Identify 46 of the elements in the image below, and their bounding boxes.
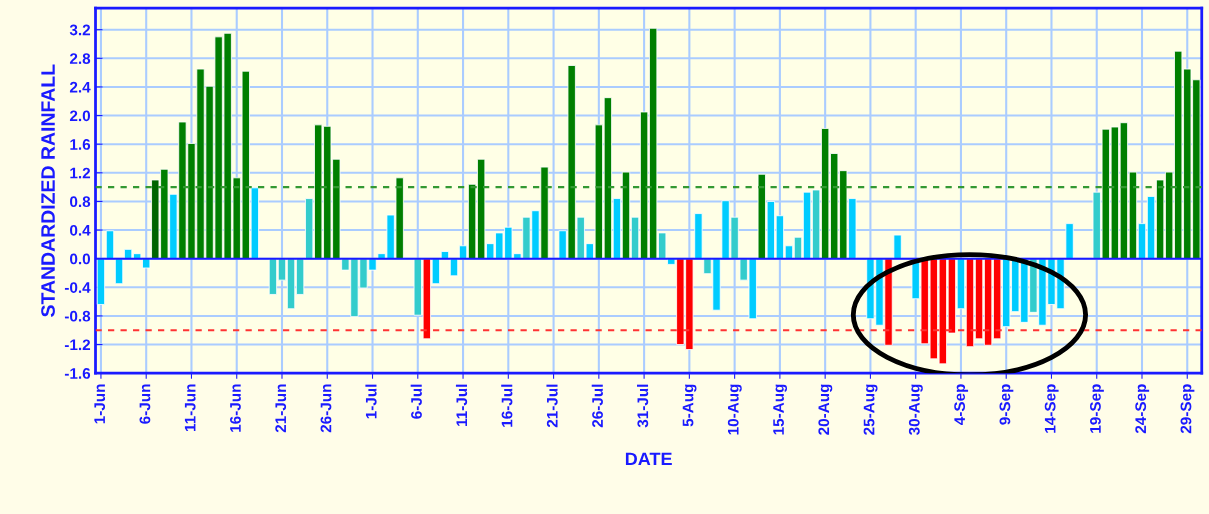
x-tick-label: 1-Jul	[365, 384, 377, 419]
y-tick-label: 3.2	[69, 24, 91, 36]
y-tick-label: 2.0	[69, 110, 91, 122]
x-tick-label: 20-Aug	[818, 384, 833, 435]
x-tick-label: 16-Jun	[230, 384, 241, 432]
y-tick-label: 0.4	[70, 224, 91, 236]
bar	[114, 258, 124, 285]
x-tick-label: 31-Jul	[636, 384, 649, 428]
x-tick-label: 10-Aug	[727, 384, 742, 435]
x-tick-label: 11-Jul	[455, 384, 468, 426]
x-axis-title: DATE	[625, 452, 672, 466]
y-tick-label: -1.6	[64, 368, 91, 379]
x-tick-label: 15-Aug	[773, 384, 788, 435]
bar	[893, 234, 902, 260]
bar	[96, 258, 106, 305]
x-tick-label: 19-Sep	[1090, 384, 1104, 433]
y-tick-label: -0.8	[64, 310, 91, 322]
x-tick-label: 4-Sep	[954, 384, 969, 425]
x-tick-label: 30-Aug	[908, 384, 923, 435]
x-tick-label: 14-Sep	[1044, 384, 1059, 433]
y-tick-label: 0.8	[70, 196, 91, 208]
y-axis-title: STANDARDIZED RAINFALL	[41, 64, 55, 317]
bar	[105, 230, 115, 260]
x-tick-label: 29-Sep	[1180, 384, 1195, 434]
bar	[1065, 223, 1074, 260]
x-tick-label: 5-Aug	[682, 384, 697, 427]
y-tick-label: -0.4	[64, 282, 91, 293]
x-tick-label: 26-Jun	[320, 384, 332, 433]
x-tick-label: 6-Jun	[139, 384, 151, 424]
y-tick-label: 1.6	[70, 139, 91, 150]
x-tick-label: 16-Jul	[501, 384, 513, 427]
x-tick-label: 25-Aug	[863, 384, 878, 435]
y-tick-label: 1.2	[70, 167, 91, 179]
y-tick-label: 0.0	[70, 253, 91, 265]
x-tick-label: 6-Jul	[410, 384, 422, 419]
x-tick-label: 21-Jul	[546, 384, 558, 428]
y-tick-label: -1.2	[64, 339, 91, 351]
x-tick-label: 24-Sep	[1135, 384, 1150, 434]
y-tick-label: 2.8	[69, 53, 91, 64]
bar	[694, 213, 703, 260]
x-tick-label: 1-Jun	[94, 384, 106, 424]
x-tick-label: 9-Sep	[999, 384, 1014, 425]
y-tick-label: 2.4	[69, 81, 91, 93]
x-tick-label: 11-Jun	[184, 384, 196, 432]
x-tick-label: 21-Jun	[275, 384, 287, 433]
x-tick-label: 26-Jul	[591, 384, 603, 428]
